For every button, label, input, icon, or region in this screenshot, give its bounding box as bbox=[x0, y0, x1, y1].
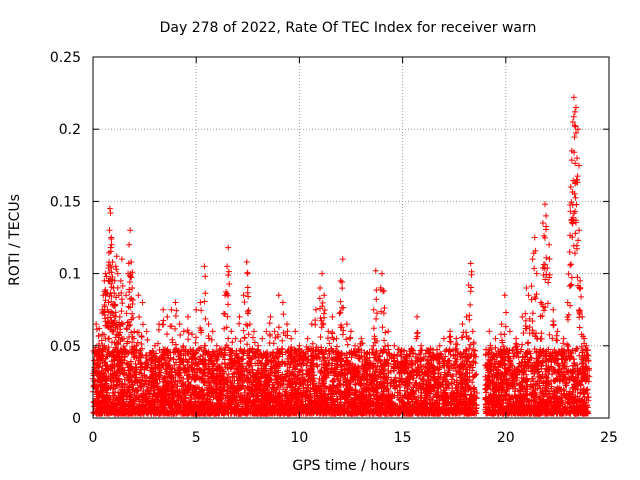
chart-title: Day 278 of 2022, Rate Of TEC Index for r… bbox=[160, 20, 537, 36]
data-point bbox=[197, 353, 204, 360]
grid bbox=[93, 57, 609, 418]
data-point bbox=[243, 366, 250, 373]
data-point bbox=[485, 350, 492, 357]
data-point bbox=[554, 360, 561, 367]
data-point bbox=[231, 370, 238, 377]
data-points bbox=[90, 94, 593, 417]
